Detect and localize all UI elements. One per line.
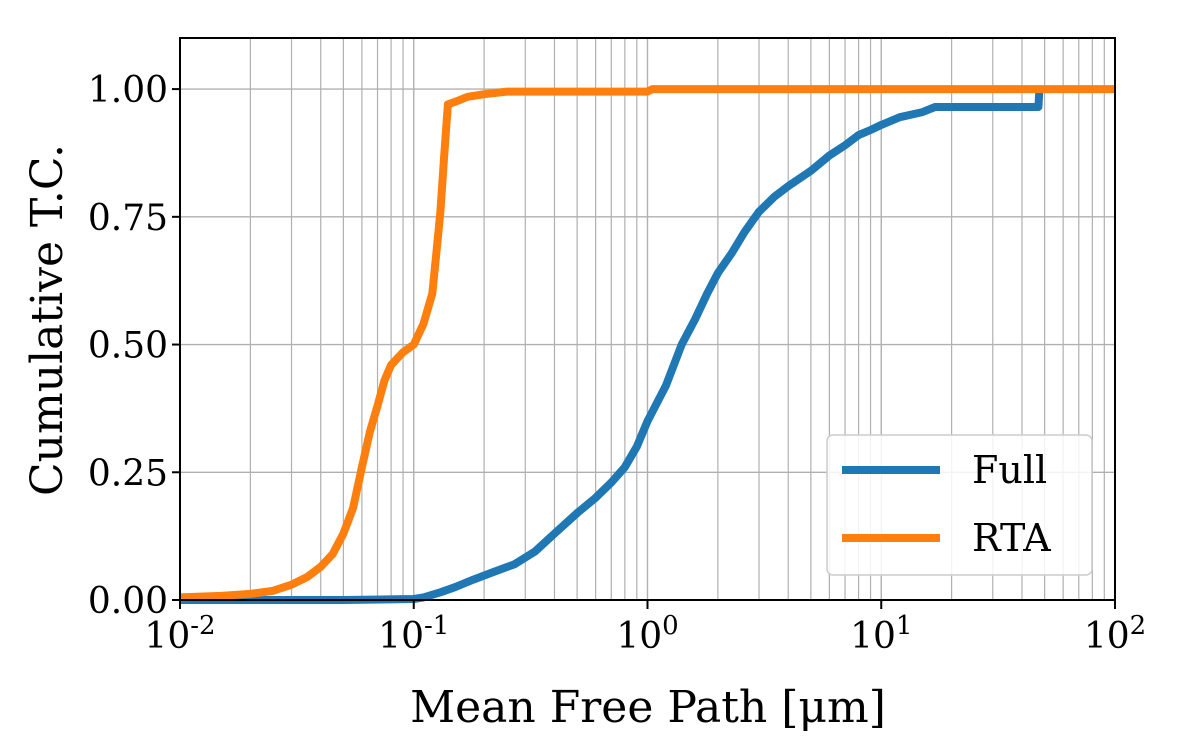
y-tick-label: 0.25 <box>88 453 168 494</box>
series-line-full <box>180 88 1044 604</box>
x-axis-label: Mean Free Path [μm] <box>410 682 886 733</box>
x-tick-labels: 10-2 10-1 100 101 102 <box>144 600 1146 657</box>
x-tick-label: 101 <box>850 611 912 657</box>
legend-label-full: Full <box>972 448 1047 492</box>
y-axis-label: Cumulative T.C. <box>22 144 73 496</box>
y-tick-label: 1.00 <box>88 70 168 111</box>
legend: Full RTA <box>826 434 1093 576</box>
x-tick-label: 10-1 <box>378 611 449 657</box>
legend-box <box>826 434 1093 576</box>
x-tick-label: 102 <box>1084 611 1146 657</box>
y-tick-label: 0.00 <box>88 581 168 622</box>
legend-label-rta: RTA <box>972 516 1051 560</box>
x-tick-label: 10-2 <box>144 611 215 657</box>
series-line-rta <box>179 85 1115 602</box>
y-tick-labels: 0.00 0.25 0.50 0.75 1.00 <box>88 70 180 622</box>
x-tick-label: 100 <box>616 611 678 657</box>
y-tick-label: 0.50 <box>88 326 168 367</box>
series-lines <box>179 85 1115 604</box>
y-tick-label: 0.75 <box>88 198 168 239</box>
